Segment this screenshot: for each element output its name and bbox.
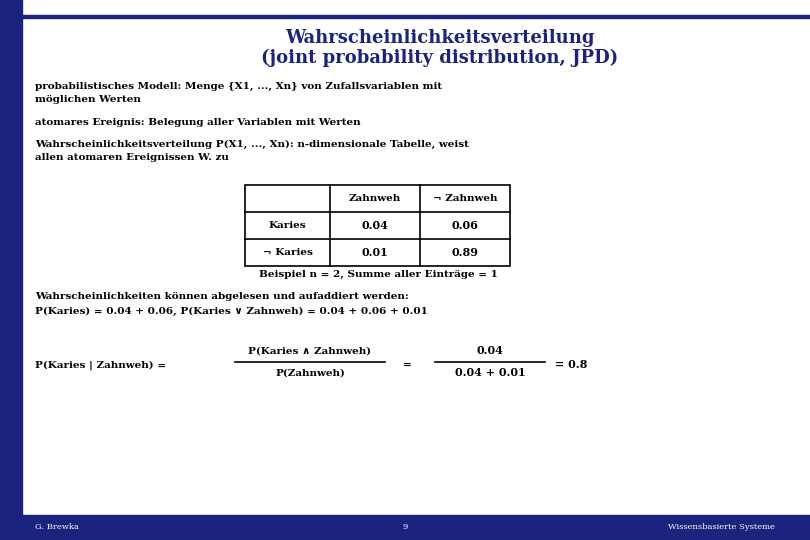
Text: Beispiel n = 2, Summe aller Einträge = 1: Beispiel n = 2, Summe aller Einträge = 1 [258, 269, 497, 279]
Text: 0.04: 0.04 [476, 346, 504, 356]
Text: Wahrscheinlichkeiten können abgelesen und aufaddiert werden:: Wahrscheinlichkeiten können abgelesen un… [35, 292, 409, 301]
Text: Wahrscheinlichkeitsverteilung: Wahrscheinlichkeitsverteilung [285, 29, 595, 47]
Text: probabilistisches Modell: Menge {X1, ..., Xn} von Zufallsvariablen mit
möglichen: probabilistisches Modell: Menge {X1, ...… [35, 82, 442, 104]
Text: 9: 9 [403, 523, 407, 531]
Text: Wissensbasierte Systeme: Wissensbasierte Systeme [668, 523, 775, 531]
Text: 0.04: 0.04 [361, 220, 389, 231]
Text: Zahnweh: Zahnweh [349, 194, 401, 203]
Text: Karies: Karies [269, 221, 306, 230]
Text: 0.06: 0.06 [451, 220, 479, 231]
Bar [245, 185, 510, 266]
Text: P(Karies ∧ Zahnweh): P(Karies ∧ Zahnweh) [249, 347, 372, 355]
Text: atomares Ereignis: Belegung aller Variablen mit Werten: atomares Ereignis: Belegung aller Variab… [35, 118, 360, 127]
Text: 0.04 + 0.01: 0.04 + 0.01 [454, 368, 526, 379]
Text: 0.89: 0.89 [451, 247, 479, 258]
Text: ¬ Zahnweh: ¬ Zahnweh [433, 194, 497, 203]
Text: P(Zahnweh): P(Zahnweh) [275, 368, 345, 377]
Text: =: = [403, 361, 411, 369]
Bar [0, 515, 810, 540]
Text: 0.01: 0.01 [361, 247, 388, 258]
Text: ¬ Karies: ¬ Karies [262, 248, 313, 257]
Text: P(Karies | Zahnweh) =: P(Karies | Zahnweh) = [35, 360, 169, 370]
Bar [0, 0, 22, 540]
Text: G. Brewka: G. Brewka [35, 523, 79, 531]
Text: = 0.8: = 0.8 [555, 360, 587, 370]
Text: Wahrscheinlichkeitsverteilung P(X1, ..., Xn): n-dimensionale Tabelle, weist
alle: Wahrscheinlichkeitsverteilung P(X1, ...,… [35, 140, 469, 163]
Bar [22, 15, 810, 18]
Text: P(Karies) = 0.04 + 0.06, P(Karies ∨ Zahnweh) = 0.04 + 0.06 + 0.01: P(Karies) = 0.04 + 0.06, P(Karies ∨ Zahn… [35, 307, 428, 316]
Text: (joint probability distribution, JPD): (joint probability distribution, JPD) [262, 49, 619, 67]
